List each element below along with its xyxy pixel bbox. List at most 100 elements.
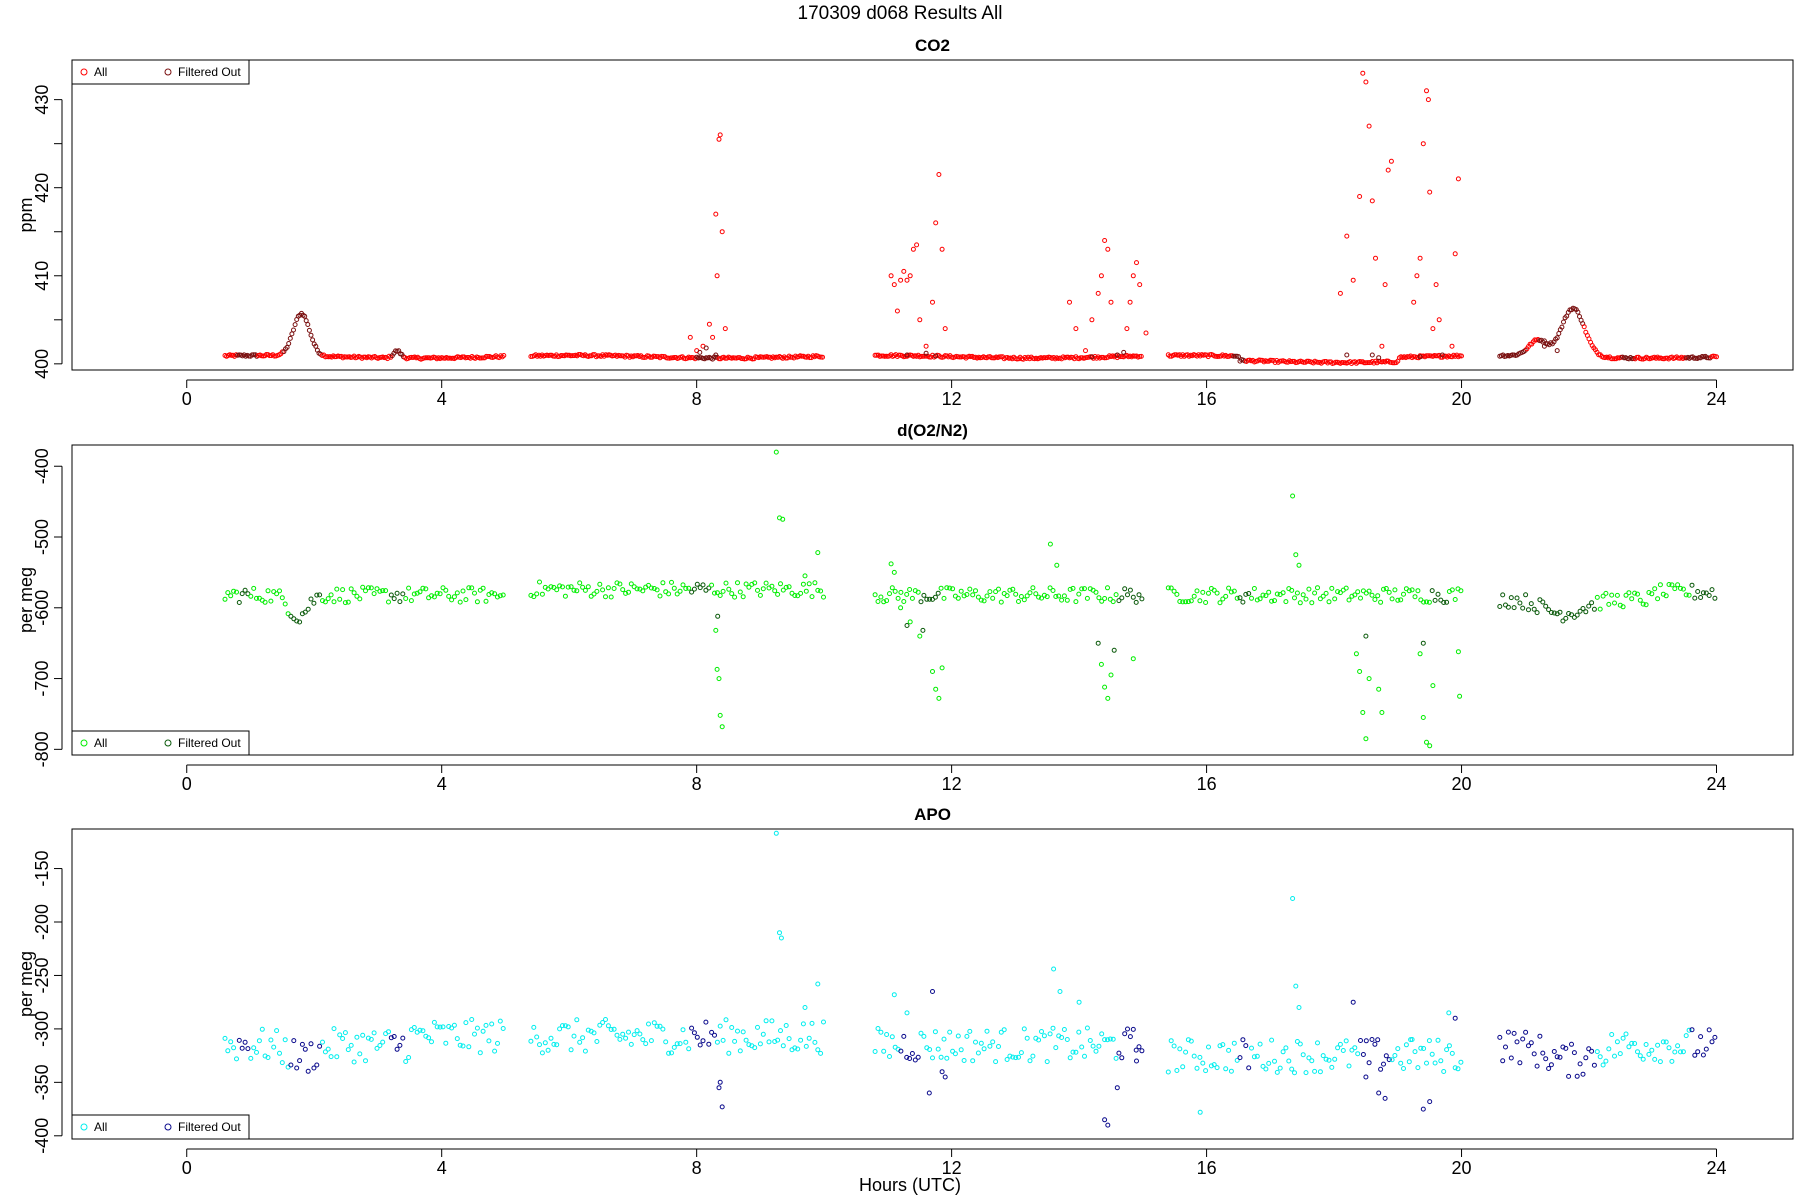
- data-point: [717, 1023, 723, 1029]
- data-point: [646, 1021, 651, 1027]
- data-point: [495, 1040, 500, 1046]
- data-point: [713, 352, 719, 358]
- data-point: [640, 588, 646, 594]
- data-point: [1623, 592, 1629, 598]
- data-point: [245, 1046, 251, 1052]
- data-point: [1637, 597, 1643, 603]
- data-point: [1458, 1059, 1464, 1065]
- data-point: [981, 1046, 987, 1052]
- data-point: [1236, 354, 1241, 360]
- data-point: [1357, 194, 1363, 199]
- data-point: [674, 591, 680, 597]
- data-point: [1418, 1045, 1424, 1051]
- data-point: [551, 1041, 557, 1047]
- data-point: [1689, 582, 1695, 588]
- data-point: [368, 585, 374, 591]
- data-point: [798, 590, 804, 596]
- data-point: [483, 598, 489, 604]
- data-point: [449, 1025, 455, 1031]
- data-point: [1073, 599, 1079, 605]
- data-point: [1130, 1026, 1136, 1032]
- data-point: [909, 1051, 915, 1056]
- data-point: [932, 594, 938, 600]
- data-point: [1560, 618, 1566, 624]
- data-point: [420, 1028, 426, 1034]
- data-point: [735, 1028, 740, 1034]
- y-tick-label: -400: [32, 448, 52, 484]
- data-point: [340, 587, 346, 593]
- data-point: [1398, 597, 1404, 603]
- data-point: [340, 1036, 346, 1041]
- data-point: [648, 1038, 654, 1044]
- data-point: [562, 593, 568, 599]
- data-point: [531, 1024, 537, 1030]
- data-point: [743, 1037, 749, 1043]
- data-point: [1438, 597, 1444, 603]
- data-point: [1452, 597, 1458, 602]
- data-point: [1130, 656, 1136, 662]
- data-point: [1569, 1041, 1574, 1047]
- data-point: [1424, 739, 1429, 745]
- data-point: [987, 589, 993, 595]
- data-point: [821, 1019, 826, 1025]
- apo-panel: APO 0 4 8 12 16 20 24 -150 -200 -250 -300 -350 -400 pe…: [16, 805, 1794, 1178]
- data-point: [322, 599, 328, 605]
- data-point: [568, 1047, 574, 1053]
- data-point: [1436, 317, 1442, 323]
- data-point: [1249, 1045, 1254, 1051]
- data-point: [780, 587, 786, 593]
- data-point: [981, 598, 987, 604]
- data-point: [1180, 599, 1186, 605]
- data-point: [1528, 1040, 1534, 1046]
- data-point: [1680, 1049, 1686, 1055]
- data-point: [1666, 582, 1672, 587]
- data-point: [1249, 595, 1254, 601]
- data-point: [800, 581, 806, 587]
- data-point: [500, 592, 506, 598]
- data-point: [683, 1039, 689, 1045]
- data-point: [617, 1036, 623, 1042]
- data-point: [1226, 585, 1232, 591]
- data-point: [1290, 896, 1296, 901]
- data-point: [978, 597, 984, 603]
- data-point: [437, 1024, 443, 1030]
- data-point: [812, 580, 818, 586]
- data-point: [1514, 595, 1520, 601]
- data-point: [1289, 1066, 1295, 1072]
- data-point: [400, 591, 406, 597]
- y-axis-label: ppm: [16, 197, 36, 232]
- legend-label-filtered: Filtered Out: [178, 65, 241, 79]
- data-point: [1449, 587, 1455, 593]
- data-point: [766, 1039, 772, 1045]
- data-point: [1649, 591, 1655, 597]
- data-point: [472, 1031, 477, 1037]
- data-point: [1243, 591, 1249, 597]
- data-point: [501, 353, 507, 358]
- x-tick-label: 8: [692, 1158, 702, 1178]
- data-point: [1425, 97, 1431, 103]
- data-point: [406, 1055, 412, 1060]
- data-point: [1614, 1039, 1620, 1045]
- data-point: [1024, 593, 1030, 599]
- data-point: [1376, 686, 1382, 692]
- data-point: [1626, 590, 1632, 596]
- data-point: [666, 591, 672, 597]
- data-point: [773, 830, 779, 836]
- data-point: [1200, 1060, 1206, 1066]
- data-point: [743, 581, 749, 587]
- data-point: [1574, 1073, 1580, 1079]
- panel-title: d(O2/N2): [897, 421, 968, 440]
- data-point: [1358, 595, 1363, 601]
- data-point: [1283, 599, 1289, 605]
- data-point: [342, 1030, 348, 1036]
- data-point: [1304, 358, 1310, 364]
- data-point: [1382, 282, 1388, 288]
- data-point: [1004, 593, 1010, 599]
- data-point: [1376, 355, 1382, 361]
- data-point: [231, 1045, 237, 1051]
- data-point: [1406, 1059, 1412, 1065]
- data-point: [1449, 343, 1455, 349]
- data-point: [1420, 1106, 1426, 1112]
- data-point: [1603, 1058, 1609, 1064]
- legend-box: [71, 730, 250, 756]
